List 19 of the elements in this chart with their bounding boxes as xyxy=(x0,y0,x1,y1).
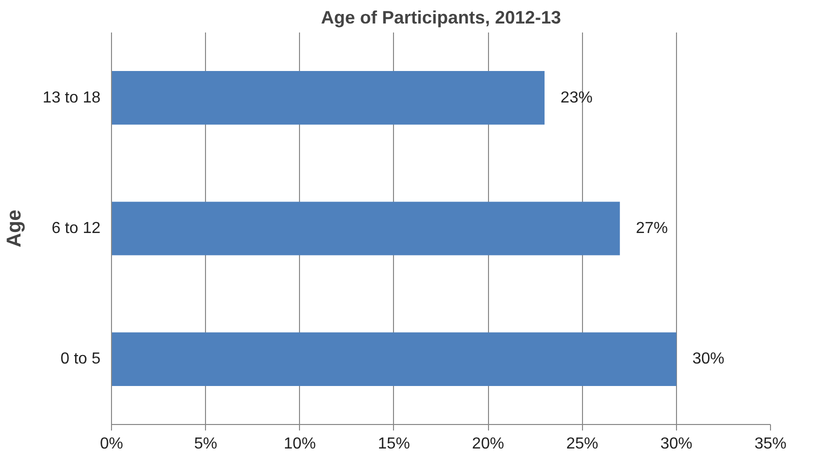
x-tick-label: 0% xyxy=(100,436,124,452)
x-tick-label: 5% xyxy=(194,436,218,452)
y-tick-label: 0 to 5 xyxy=(60,350,101,368)
data-label: 30% xyxy=(692,350,724,368)
x-tick-label: 35% xyxy=(754,436,787,452)
x-tick-label: 20% xyxy=(472,436,504,452)
chart-title: Age of Participants, 2012-13 xyxy=(320,8,562,28)
y-tick-label: 13 to 18 xyxy=(42,89,101,106)
x-tick-label: 15% xyxy=(378,436,410,452)
x-tick-label: 10% xyxy=(284,436,316,452)
bar xyxy=(112,71,545,125)
bar xyxy=(112,202,620,256)
x-tick-label: 30% xyxy=(660,436,692,452)
data-label: 27% xyxy=(636,220,668,237)
y-axis-title: Age xyxy=(4,210,26,248)
x-tick-label: 25% xyxy=(566,436,598,452)
bar xyxy=(112,332,676,386)
y-tick-label: 6 to 12 xyxy=(52,220,101,237)
data-label: 23% xyxy=(560,89,593,106)
